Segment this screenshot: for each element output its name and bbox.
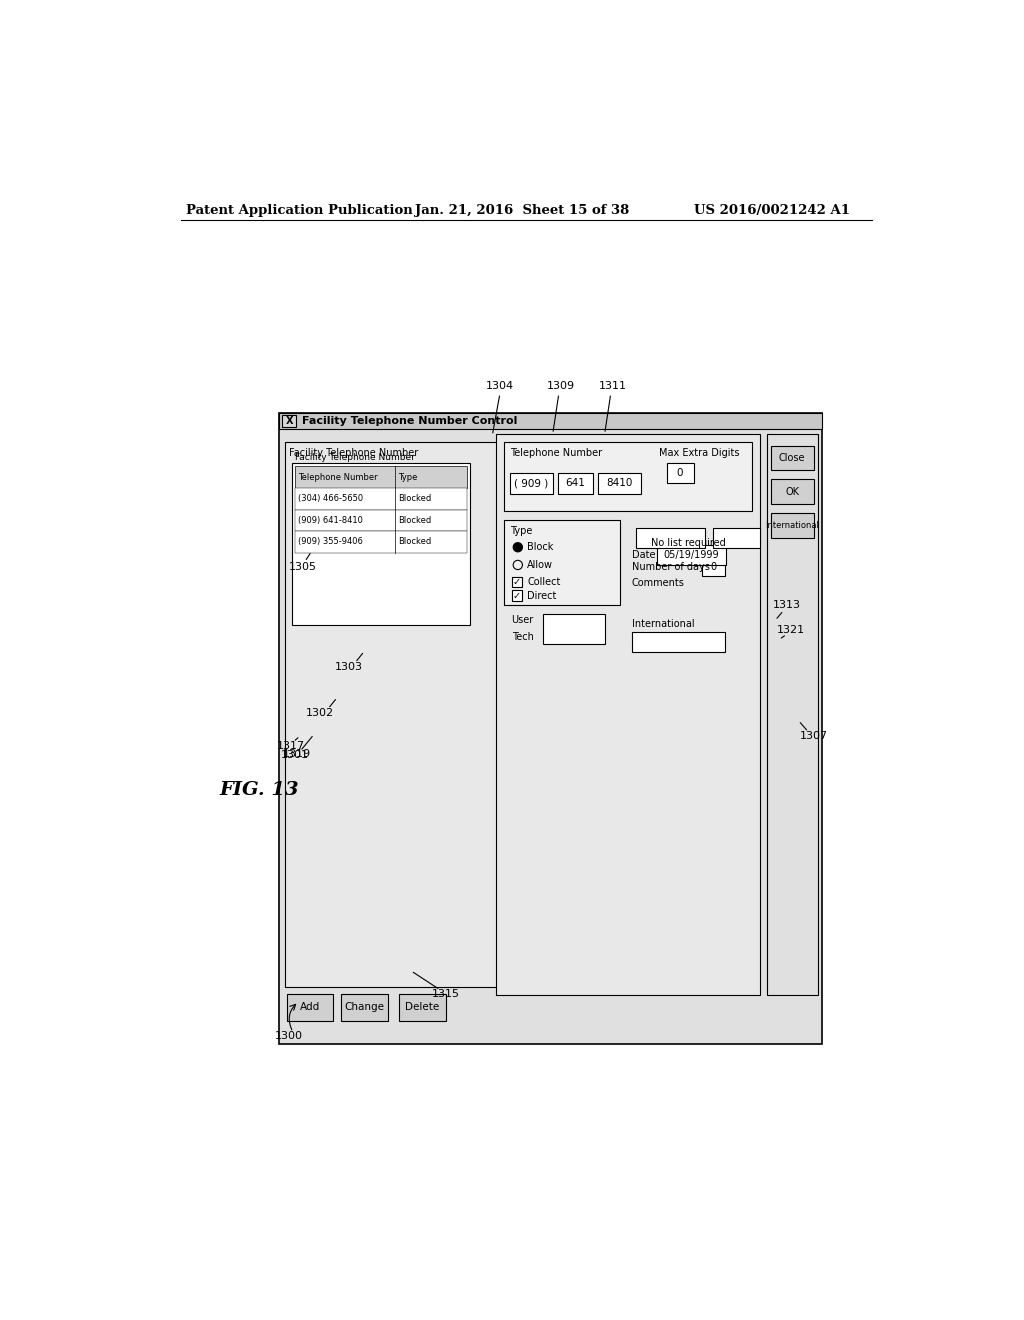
Text: 8410: 8410 <box>606 478 633 488</box>
Text: 05/19/1999: 05/19/1999 <box>664 550 719 560</box>
Bar <box>512 577 522 587</box>
Bar <box>295 488 467 510</box>
Text: Collect: Collect <box>527 577 560 587</box>
Bar <box>656 545 726 565</box>
Bar <box>767 434 818 995</box>
Bar <box>632 632 725 652</box>
Bar <box>543 614 604 644</box>
Text: (304) 466-5650: (304) 466-5650 <box>298 494 362 503</box>
Bar <box>399 994 445 1020</box>
Text: 0: 0 <box>710 561 716 572</box>
Bar <box>771 446 814 470</box>
Text: Close: Close <box>779 453 806 463</box>
Bar <box>283 414 296 428</box>
Bar <box>504 520 621 605</box>
Bar <box>286 442 541 987</box>
Text: Direct: Direct <box>527 591 556 601</box>
Text: Number of days: Number of days <box>632 561 710 572</box>
Bar <box>771 479 814 504</box>
Text: 1317: 1317 <box>276 741 305 751</box>
Text: ( 909 ): ( 909 ) <box>514 478 548 488</box>
Bar <box>713 528 760 548</box>
Bar <box>341 994 388 1020</box>
Bar <box>701 557 725 576</box>
Bar <box>510 473 553 494</box>
Text: Blocked: Blocked <box>398 494 432 503</box>
Text: User: User <box>512 615 534 626</box>
Bar <box>636 528 706 548</box>
Text: Comments: Comments <box>632 578 685 589</box>
Text: 1305: 1305 <box>289 561 316 572</box>
Text: Blocked: Blocked <box>398 537 432 546</box>
Text: 1307: 1307 <box>800 731 828 741</box>
Text: ✓: ✓ <box>513 577 521 587</box>
Text: 1302: 1302 <box>306 708 334 718</box>
Text: Jan. 21, 2016  Sheet 15 of 38: Jan. 21, 2016 Sheet 15 of 38 <box>415 205 629 218</box>
Text: 1319: 1319 <box>283 748 311 759</box>
Text: X: X <box>286 416 293 426</box>
Text: US 2016/0021242 A1: US 2016/0021242 A1 <box>693 205 850 218</box>
Text: 1300: 1300 <box>274 1031 302 1041</box>
Text: 1309: 1309 <box>547 380 574 391</box>
Text: Type: Type <box>398 473 418 482</box>
Text: Type: Type <box>510 527 532 536</box>
Text: Allow: Allow <box>527 560 553 570</box>
Bar <box>280 412 821 429</box>
Text: International: International <box>632 619 694 630</box>
Text: 1303: 1303 <box>335 661 362 672</box>
Bar <box>280 412 821 1044</box>
Bar <box>512 590 522 601</box>
Bar <box>598 473 641 494</box>
Bar <box>771 513 814 539</box>
Text: No list required: No list required <box>651 539 726 548</box>
Bar <box>287 994 334 1020</box>
Text: Tech: Tech <box>512 632 534 643</box>
Bar <box>295 531 467 553</box>
Text: Facility Telephone Number: Facility Telephone Number <box>289 449 419 458</box>
Text: 1315: 1315 <box>432 989 460 999</box>
Bar <box>667 463 693 483</box>
Text: 1321: 1321 <box>776 624 805 635</box>
Text: Add: Add <box>300 1002 321 1012</box>
Bar <box>295 510 467 531</box>
Text: 0: 0 <box>677 469 683 478</box>
Text: 1311: 1311 <box>598 380 627 391</box>
Text: Blocked: Blocked <box>398 516 432 525</box>
Text: Date: Date <box>632 550 655 560</box>
Text: (909) 641-8410: (909) 641-8410 <box>298 516 362 525</box>
Circle shape <box>513 543 522 552</box>
Text: Block: Block <box>527 543 554 552</box>
Bar <box>558 473 593 494</box>
Text: (909) 355-9406: (909) 355-9406 <box>298 537 362 546</box>
Bar <box>295 466 467 488</box>
Text: FIG. 13: FIG. 13 <box>219 781 299 799</box>
Text: Max Extra Digits: Max Extra Digits <box>658 447 739 458</box>
Text: OK: OK <box>785 487 799 496</box>
Text: 1304: 1304 <box>486 380 514 391</box>
Text: 1313: 1313 <box>773 601 801 610</box>
Text: 641: 641 <box>565 478 585 488</box>
Text: ✓: ✓ <box>513 591 521 601</box>
Text: Patent Application Publication: Patent Application Publication <box>186 205 413 218</box>
Bar <box>292 463 470 626</box>
Text: Facility Telephone Number Control: Facility Telephone Number Control <box>302 416 518 426</box>
Bar <box>504 442 752 511</box>
Bar <box>496 434 760 995</box>
Text: Change: Change <box>344 1002 384 1012</box>
Text: Delete: Delete <box>406 1002 439 1012</box>
Text: Telephone Number: Telephone Number <box>298 473 378 482</box>
Text: Facility Telephone Number: Facility Telephone Number <box>295 453 415 462</box>
Text: 1301: 1301 <box>281 750 308 760</box>
Text: International: International <box>765 521 819 531</box>
Text: Telephone Number: Telephone Number <box>510 447 602 458</box>
